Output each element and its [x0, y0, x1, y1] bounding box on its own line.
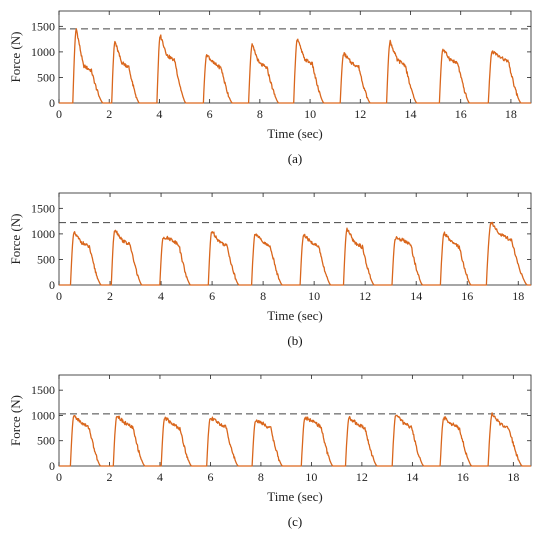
x-tick-label: 6 — [207, 107, 213, 121]
x-tick-label: 18 — [507, 470, 519, 484]
y-tick-label: 0 — [49, 96, 55, 110]
x-tick-label: 16 — [457, 470, 469, 484]
x-tick-label: 10 — [308, 289, 320, 303]
x-tick-label: 14 — [406, 470, 418, 484]
x-tick-label: 16 — [461, 289, 473, 303]
y-tick-label: 500 — [37, 70, 55, 84]
x-tick-label: 0 — [56, 107, 62, 121]
x-tick-label: 0 — [56, 470, 62, 484]
x-tick-label: 10 — [304, 107, 316, 121]
chart-panel-3: 0 500 1000 1500 0 2 4 6 8 10 12 14 16 18 Time (sec) For… — [8, 374, 532, 529]
x-tick-label: 8 — [258, 470, 264, 484]
y-tick-label: 1500 — [31, 19, 55, 33]
x-tick-label: 4 — [158, 289, 164, 303]
x-tick-label: 8 — [260, 289, 266, 303]
y-tick-label: 1000 — [31, 408, 55, 422]
y-axis-label: Force (N) — [8, 32, 23, 83]
x-tick-label: 18 — [512, 289, 524, 303]
chart-panel-2: 0 500 1000 1500 0 2 4 6 8 10 12 14 16 18 Time (sec) For… — [8, 192, 532, 348]
panel-caption: (b) — [287, 333, 302, 348]
plot-frame — [58, 374, 532, 467]
x-tick-label: 16 — [455, 107, 467, 121]
force-series-line — [59, 412, 531, 467]
panel-caption: (a) — [288, 151, 302, 166]
x-tick-label: 8 — [257, 107, 263, 121]
y-tick-label: 1000 — [31, 227, 55, 241]
force-series-line — [59, 28, 531, 104]
y-tick-label: 0 — [49, 278, 55, 292]
x-tick-label: 4 — [156, 107, 162, 121]
y-tick-label: 1000 — [31, 45, 55, 59]
x-tick-label: 0 — [56, 289, 62, 303]
x-tick-label: 12 — [359, 289, 371, 303]
x-tick-label: 2 — [106, 107, 112, 121]
y-tick-label: 500 — [37, 252, 55, 266]
force-series-line — [59, 221, 531, 286]
y-tick-label: 0 — [49, 459, 55, 473]
x-tick-label: 2 — [107, 289, 113, 303]
chart-panel-1: 0 500 1000 1500 0 2 4 6 8 10 12 14 16 18 Time (sec) For… — [8, 10, 532, 166]
x-tick-label: 6 — [207, 470, 213, 484]
x-tick-label: 14 — [410, 289, 422, 303]
y-axis-label: Force (N) — [8, 395, 23, 446]
plot-frame — [58, 10, 532, 104]
x-tick-label: 4 — [157, 470, 163, 484]
x-axis-label: Time (sec) — [267, 489, 323, 504]
x-tick-label: 18 — [505, 107, 517, 121]
y-tick-label: 500 — [37, 434, 55, 448]
y-tick-label: 1500 — [31, 383, 55, 397]
x-axis-label: Time (sec) — [267, 308, 323, 323]
x-axis-label: Time (sec) — [267, 126, 323, 141]
y-tick-label: 1500 — [31, 201, 55, 215]
x-tick-label: 2 — [106, 470, 112, 484]
plot-frame — [58, 192, 532, 286]
x-tick-label: 12 — [356, 470, 368, 484]
y-axis-label: Force (N) — [8, 214, 23, 265]
x-tick-label: 10 — [305, 470, 317, 484]
x-tick-label: 6 — [209, 289, 215, 303]
x-tick-label: 14 — [404, 107, 416, 121]
x-tick-label: 12 — [354, 107, 366, 121]
panel-caption: (c) — [288, 514, 302, 529]
